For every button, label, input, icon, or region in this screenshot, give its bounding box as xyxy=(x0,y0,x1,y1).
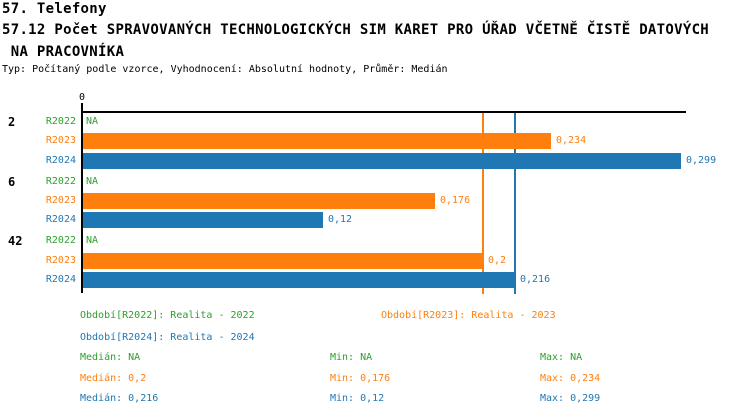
bar-value-label: NA xyxy=(86,235,99,247)
chart-title-line2: NA PRACOVNÍKA xyxy=(2,44,125,60)
bar-r2024[interactable] xyxy=(83,152,681,169)
legend-item-r2022: Období[R2022]: Realita - 2022 xyxy=(80,310,255,321)
chart-meta-line: Typ: Počítaný podle vzorce, Vyhodnocení:… xyxy=(2,64,448,75)
x-axis-line xyxy=(81,111,686,113)
year-label-r2022: R2022 xyxy=(45,116,76,127)
year-label-r2023: R2023 xyxy=(45,254,76,266)
bar-r2024[interactable] xyxy=(83,212,323,229)
year-label-r2024: R2024 xyxy=(45,154,76,166)
bar-value-label: NA xyxy=(86,175,99,187)
y-axis-line xyxy=(81,103,83,293)
year-label-r2024: R2024 xyxy=(45,214,76,226)
bar-r2023[interactable] xyxy=(83,252,483,269)
stat-max-r2022: Max: NA xyxy=(540,352,583,363)
year-label-r2023: R2023 xyxy=(45,195,76,206)
year-label-r2022: R2022 xyxy=(45,235,76,247)
report-section-title: 57. Telefony xyxy=(2,1,107,17)
bar-r2023[interactable] xyxy=(83,193,435,209)
bar-value-label: 0,216 xyxy=(520,274,551,285)
stat-min-r2023: Min: 0,176 xyxy=(330,373,391,384)
year-label-r2023: R2023 xyxy=(45,135,76,147)
bar-r2024[interactable] xyxy=(83,272,515,288)
stat-median-r2022: Medián: NA xyxy=(80,352,141,363)
group-label: 2 xyxy=(8,115,16,129)
stat-max-r2023: Max: 0,234 xyxy=(540,373,601,384)
legend-item-r2023: Období[R2023]: Realita - 2023 xyxy=(381,310,556,321)
stat-median-r2024: Medián: 0,216 xyxy=(80,393,159,404)
legend-item-r2024: Období[R2024]: Realita - 2024 xyxy=(80,332,255,343)
bar-value-label: 0,234 xyxy=(556,135,587,147)
stat-min-r2022: Min: NA xyxy=(330,352,373,363)
bar-value-label: 0,2 xyxy=(488,254,507,266)
chart-title-line1: 57.12 Počet SPRAVOVANÝCH TECHNOLOGICKÝCH… xyxy=(2,22,710,38)
axis-zero-tick-label: 0 xyxy=(78,92,86,103)
bar-value-label: 0,176 xyxy=(440,195,471,206)
bar-value-label: NA xyxy=(86,116,99,127)
stat-min-r2024: Min: 0,12 xyxy=(330,393,385,404)
bar-r2023[interactable] xyxy=(83,133,551,150)
group-label: 42 xyxy=(8,234,23,249)
bar-value-label: 0,12 xyxy=(328,214,353,226)
group-label: 6 xyxy=(8,174,16,189)
stat-max-r2024: Max: 0,299 xyxy=(540,393,601,404)
median-reference-line-r2024 xyxy=(514,113,516,294)
year-label-r2022: R2022 xyxy=(45,175,76,187)
bar-value-label: 0,299 xyxy=(686,154,717,166)
median-reference-line-r2023 xyxy=(482,113,484,294)
stat-median-r2023: Medián: 0,2 xyxy=(80,373,147,384)
year-label-r2024: R2024 xyxy=(45,274,76,285)
